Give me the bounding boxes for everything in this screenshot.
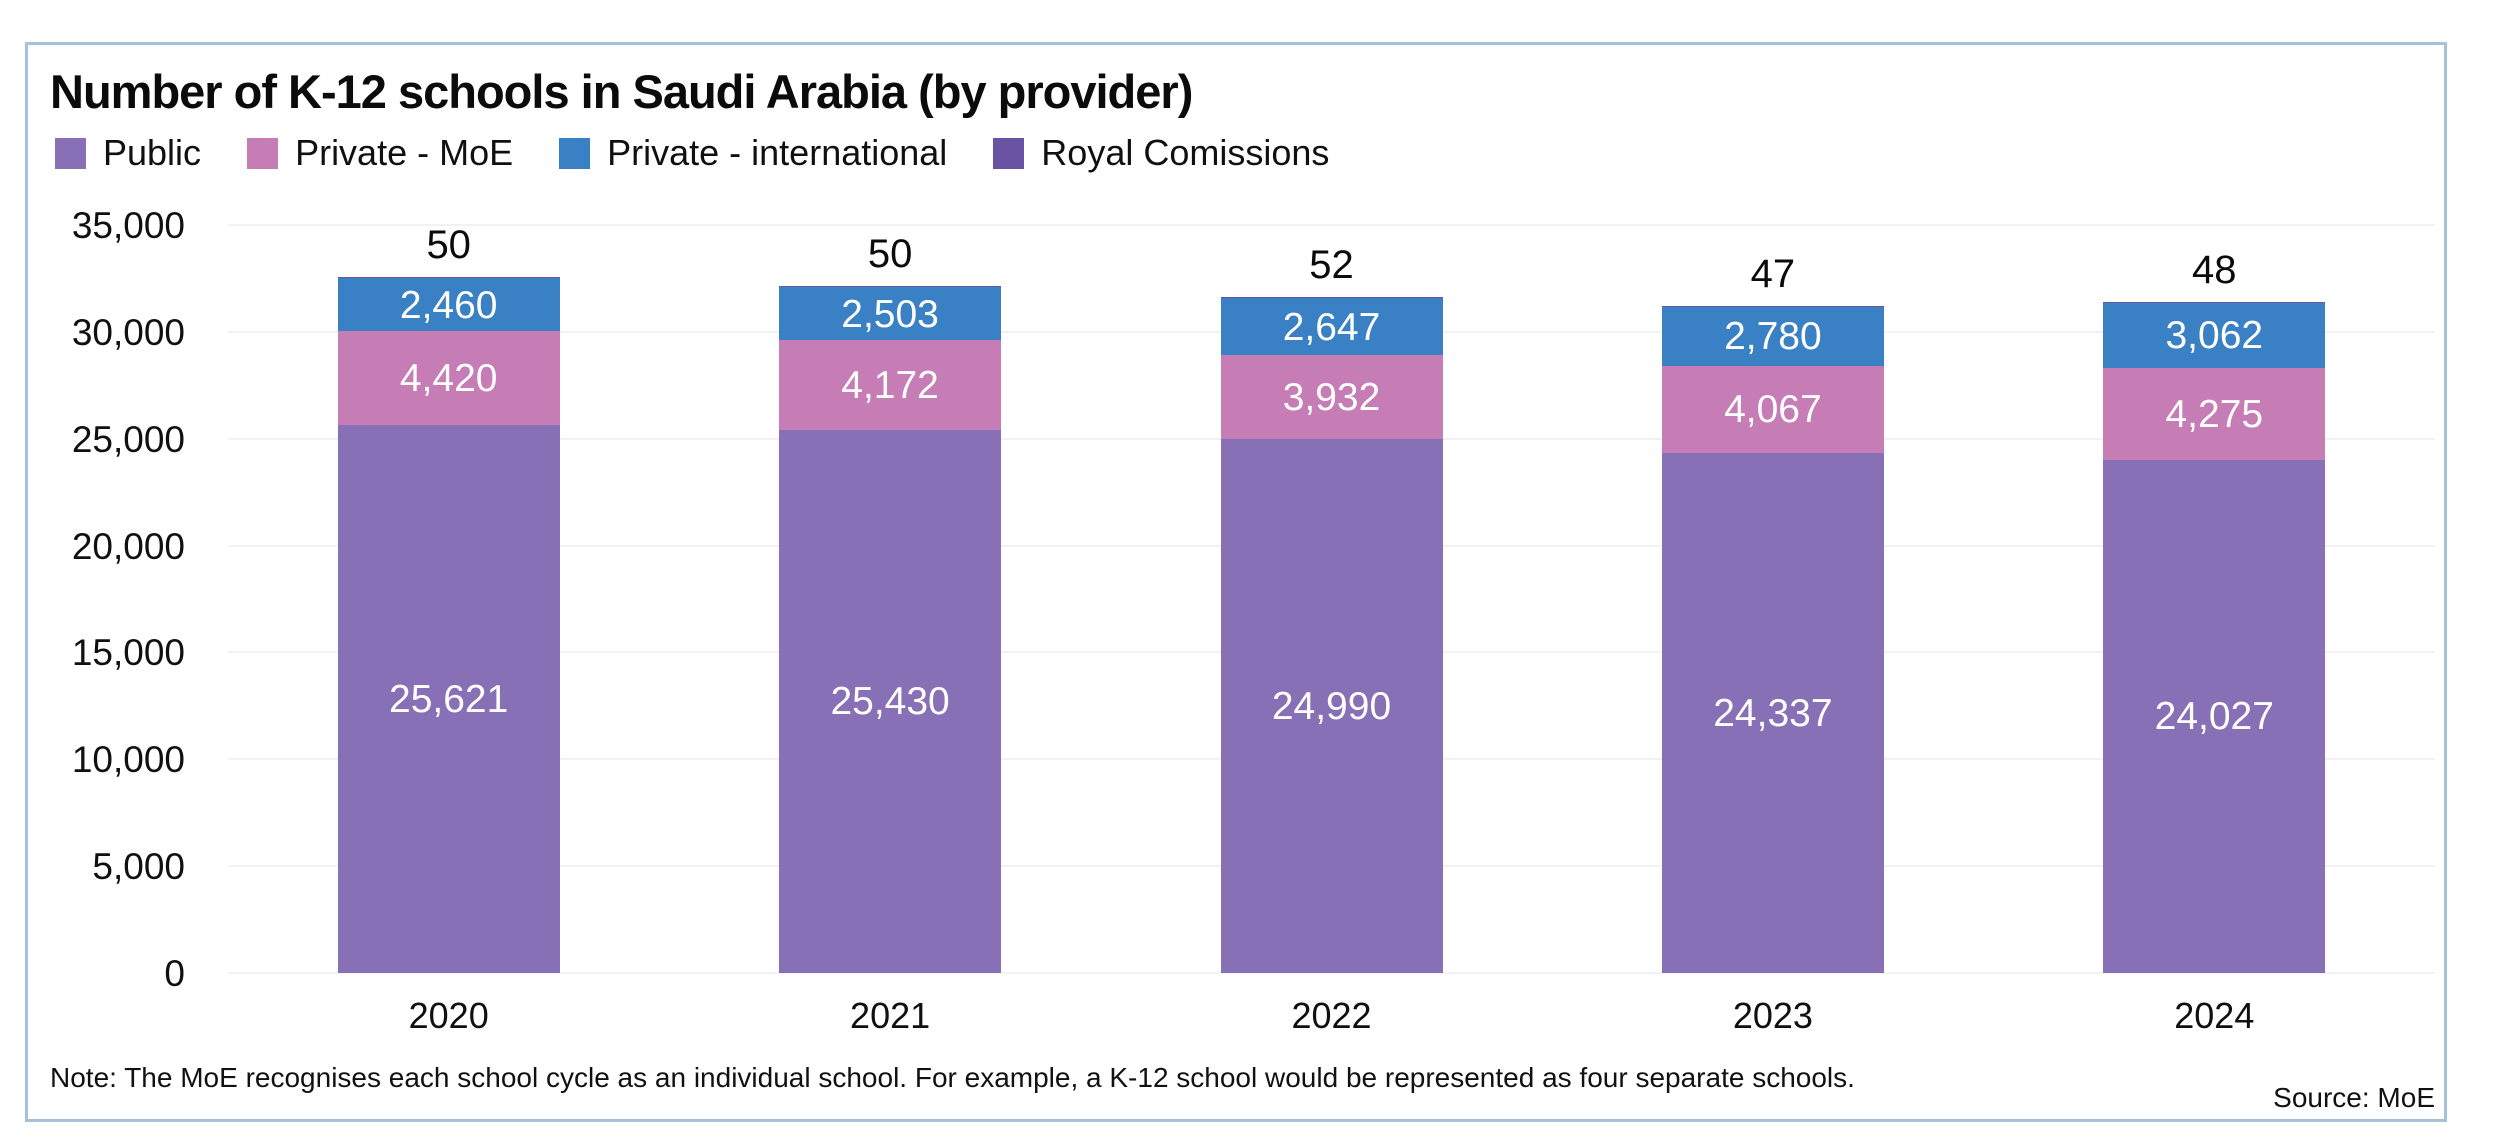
bar-value-label: 4,172: [841, 363, 939, 407]
legend-item-private-moe: Private - MoE: [247, 132, 513, 174]
legend-swatch-icon: [247, 137, 279, 169]
bar-segment-private-international: 2,780: [1661, 306, 1884, 366]
bar-segment-private-moe: 4,067: [1661, 365, 1884, 453]
y-axis-tick-label: 25,000: [71, 418, 185, 460]
bar-value-label: 2,503: [841, 292, 939, 336]
bar-top-label: 47: [1750, 251, 1796, 296]
bar-value-label: 2,647: [1282, 305, 1381, 349]
bar-segment-royal-comissions: [2103, 301, 2326, 303]
y-axis-tick-label: 35,000: [71, 205, 185, 246]
bar-top-label: 50: [867, 231, 913, 276]
bar-segment-public: 24,027: [2103, 459, 2326, 973]
bar-segment-public: 24,337: [1661, 452, 1884, 973]
bar-segment-royal-comissions: [1220, 297, 1443, 299]
y-axis-tick-label: 20,000: [71, 525, 185, 567]
gridline: [228, 972, 2435, 974]
bar-value-label: 2,460: [399, 283, 498, 327]
bar-segment-public: 25,621: [337, 425, 560, 973]
y-axis-tick-label: 15,000: [71, 632, 185, 674]
y-axis-tick-label: 10,000: [71, 739, 185, 781]
bar-value-label: 24,027: [2154, 695, 2274, 739]
bar-segment-royal-comissions: [779, 285, 1002, 287]
bar-segment-private-moe: 4,420: [337, 330, 560, 426]
bar-top-label: 50: [426, 223, 471, 268]
gridline: [228, 224, 2435, 226]
y-axis-tick-label: 5,000: [92, 846, 185, 888]
bar-value-label: 24,990: [1271, 684, 1392, 728]
bar-segment-royal-comissions: [1661, 305, 1884, 307]
bar-segment-private-moe: 4,275: [2103, 368, 2326, 460]
legend-label: Private - international: [607, 132, 948, 173]
x-axis-label: 2023: [1732, 995, 1813, 1036]
legend-item-royal-comissions: Royal Comissions: [993, 132, 1329, 174]
bar-value-label: 4,420: [399, 357, 498, 401]
bar-value-label: 3,062: [2165, 314, 2264, 358]
bar-segment-public: 24,990: [1220, 438, 1443, 973]
source-text: Source: MoE: [2273, 1082, 2435, 1113]
bar-value-label: 25,621: [389, 678, 509, 722]
bar-value-label: 24,337: [1713, 691, 1833, 735]
x-axis-label: 2024: [2174, 995, 2255, 1036]
legend: Public Private - MoE Private - internation…: [55, 132, 1329, 174]
y-axis-tick-label: 0: [164, 953, 185, 994]
bar-value-label: 4,067: [1724, 388, 1822, 432]
bar-segment-private-moe: 3,932: [1220, 354, 1443, 439]
legend-item-public: Public: [55, 132, 201, 174]
page-title: Number of K-12 schools in Saudi Arabia (…: [50, 65, 1193, 118]
bar-segment-private-international: 2,647: [1220, 298, 1443, 355]
legend-item-private-international: Private - international: [559, 132, 947, 174]
x-axis-label: 2020: [408, 995, 489, 1036]
bar-segment-private-international: 2,503: [779, 286, 1002, 341]
legend-label: Private - MoE: [295, 132, 514, 173]
bar-segment-private-international: 3,062: [2103, 302, 2326, 369]
bar-top-label: 52: [1309, 243, 1354, 288]
note-text: Note: The MoE recognises each school cyc…: [50, 1062, 1855, 1093]
bar-segment-royal-comissions: [337, 277, 560, 279]
bar-segment-public: 25,430: [779, 429, 1002, 973]
bar-segment-private-international: 2,460: [337, 278, 560, 331]
x-axis-label: 2022: [1291, 995, 1372, 1036]
y-axis-tick-label: 30,000: [71, 311, 185, 353]
bar-value-label: 4,275: [2165, 392, 2264, 436]
x-axis-label: 2021: [850, 995, 931, 1036]
bar-top-label: 48: [2192, 247, 2237, 292]
bar-segment-private-moe: 4,172: [779, 340, 1002, 430]
bar-value-label: 25,430: [830, 680, 950, 724]
bar-value-label: 3,932: [1282, 375, 1381, 419]
bar-value-label: 2,780: [1724, 315, 1822, 359]
legend-swatch-icon: [559, 137, 591, 169]
legend-label: Royal Comissions: [1041, 132, 1330, 173]
legend-swatch-icon: [993, 137, 1025, 169]
legend-swatch-icon: [55, 137, 86, 169]
legend-label: Public: [103, 132, 202, 173]
